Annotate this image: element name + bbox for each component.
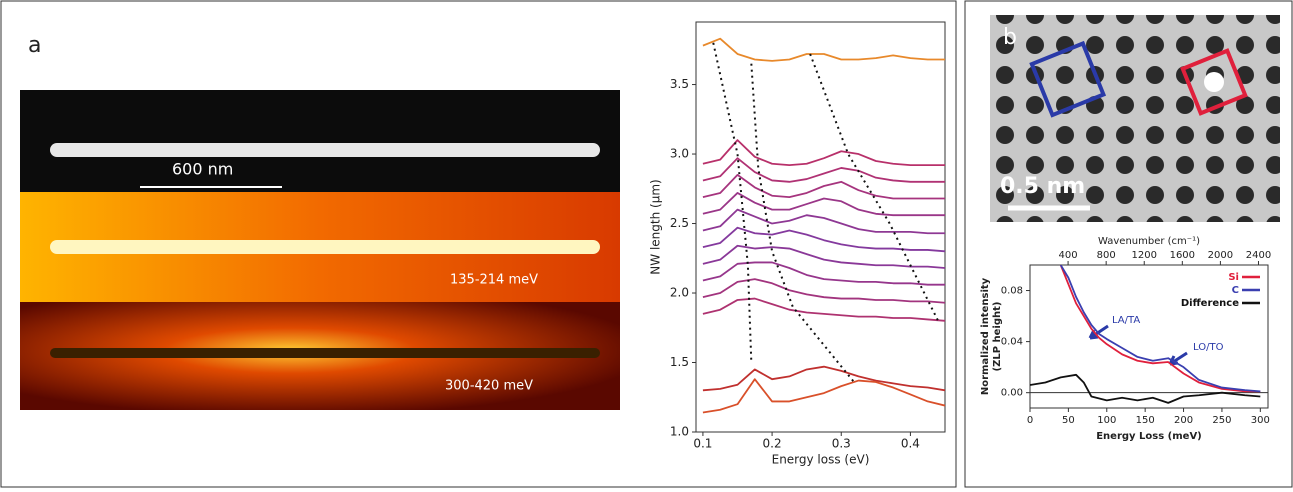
scale-bar-label: 600 nm — [172, 160, 233, 179]
guide-line — [702, 278, 945, 304]
legend-label: Si — [1228, 272, 1239, 283]
x-tick-label: 250 — [1212, 415, 1231, 426]
panel-label: b — [1003, 25, 1017, 50]
guide-line — [702, 139, 945, 167]
nanowire — [50, 143, 600, 157]
x2-tick-label: 2400 — [1246, 250, 1271, 261]
y-tick-label: 1.5 — [670, 355, 689, 369]
legend-label: Difference — [1181, 298, 1239, 309]
x-tick-label: 300 — [1251, 415, 1270, 426]
guide-line — [702, 192, 945, 217]
x-axis-label: Energy Loss (meV) — [1096, 431, 1202, 442]
guide-line — [702, 261, 945, 286]
region-c — [1029, 40, 1107, 118]
arrow — [1168, 351, 1188, 366]
guide-line — [702, 365, 945, 392]
y-tick-label: 0.04 — [1001, 337, 1023, 348]
scale-bar-label: 0.5 nm — [1000, 174, 1085, 199]
x2-tick-label: 800 — [1097, 250, 1116, 261]
x2-axis-label: Wavenumber (cm⁻¹) — [1098, 236, 1200, 247]
nanowire — [50, 240, 600, 254]
x-tick-label: 200 — [1174, 415, 1193, 426]
x-axis-label: Energy loss (eV) — [772, 453, 870, 467]
series-line — [1030, 373, 1261, 404]
guide-line — [702, 297, 945, 322]
x-tick-label: 100 — [1097, 415, 1116, 426]
plot-frame — [1029, 264, 1269, 409]
guide-line — [702, 226, 945, 253]
y-axis-label: NW length (µm) — [649, 179, 663, 274]
plot-frame — [695, 21, 946, 433]
panel-a-frame — [0, 0, 957, 488]
series-line — [1059, 265, 1261, 393]
region-si — [1180, 48, 1248, 116]
y-tick-label: 3.0 — [670, 147, 689, 161]
guide-line — [702, 378, 945, 414]
panel-label: a — [28, 33, 41, 58]
haadf-image — [20, 90, 620, 192]
y-tick-label: 1.0 — [670, 425, 689, 439]
x-tick-label: 150 — [1136, 415, 1155, 426]
x2-tick-label: 1200 — [1132, 250, 1157, 261]
guide-line — [702, 208, 945, 235]
y-axis-label: Normalized intensity — [980, 277, 991, 395]
legend-label: C — [1232, 285, 1239, 296]
atom — [1204, 72, 1224, 92]
guide-line — [702, 173, 945, 200]
y-tick-label: 0.08 — [1001, 286, 1023, 297]
annotation: LO/TO — [1193, 342, 1224, 353]
panel-b-frame — [964, 0, 1293, 488]
guide-line — [809, 53, 939, 322]
x2-tick-label: 400 — [1059, 250, 1078, 261]
x-tick-label: 0.4 — [901, 437, 920, 451]
guide-line — [702, 244, 945, 269]
annotation: LA/TA — [1112, 315, 1140, 326]
x-tick-label: 50 — [1062, 415, 1075, 426]
x2-tick-label: 1600 — [1170, 250, 1195, 261]
x-tick-label: 0.1 — [693, 437, 712, 451]
guide-line — [712, 42, 753, 363]
x-tick-label: 0.2 — [763, 437, 782, 451]
y-tick-label: 3.5 — [670, 77, 689, 91]
series-line — [1059, 265, 1261, 393]
guide-line — [702, 37, 945, 62]
x2-tick-label: 2000 — [1208, 250, 1233, 261]
guide-line — [702, 157, 945, 183]
nanowire — [50, 348, 600, 358]
y-tick-label: 2.5 — [670, 216, 689, 230]
y-tick-label: 0.00 — [1001, 388, 1023, 399]
y-tick-label: 2.0 — [670, 286, 689, 300]
map-label: 300-420 meV — [445, 379, 533, 394]
y-axis-label: (ZLP height) — [992, 302, 1003, 372]
stem-image — [990, 15, 1280, 222]
x-tick-label: 0.3 — [832, 437, 851, 451]
map-label: 135-214 meV — [450, 273, 538, 288]
x-tick-label: 0 — [1027, 415, 1033, 426]
